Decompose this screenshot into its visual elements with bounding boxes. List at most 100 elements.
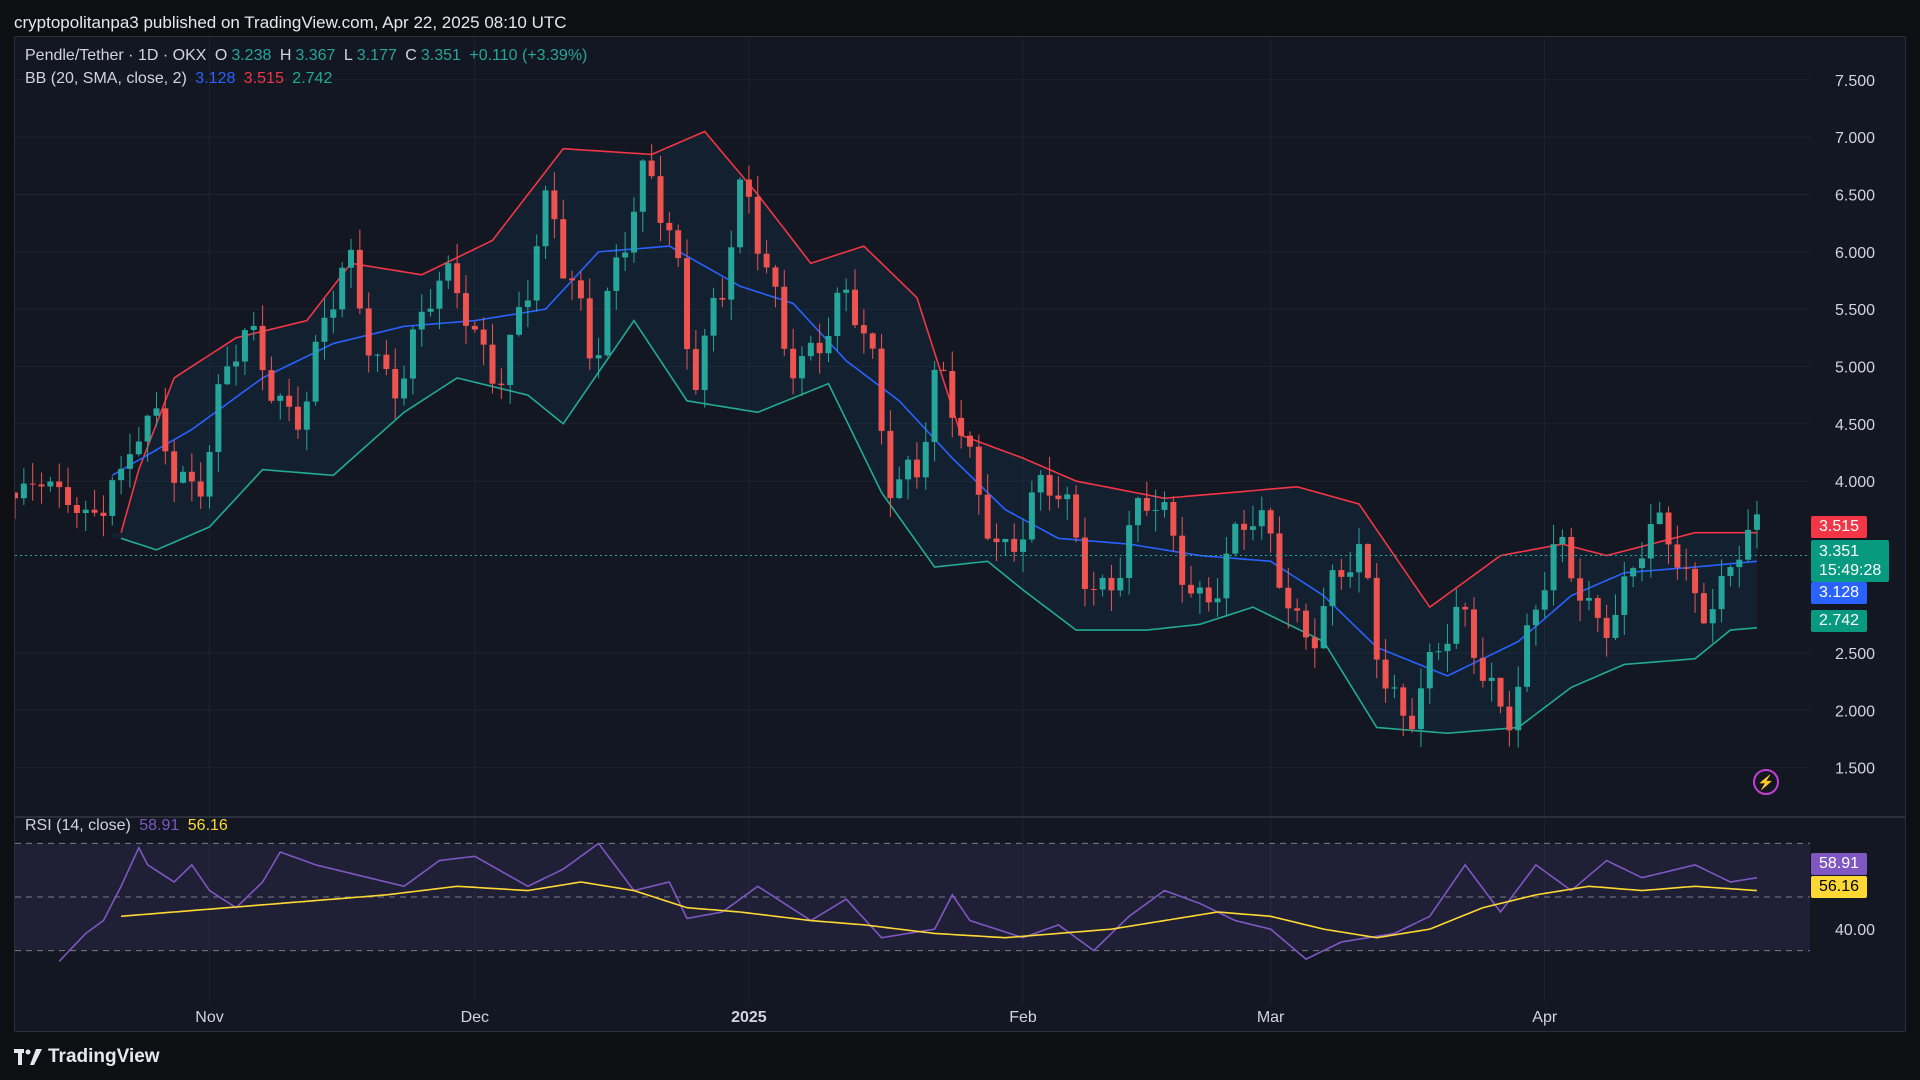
- candle-body: [905, 459, 912, 480]
- candle-body: [277, 395, 284, 401]
- candle-body: [401, 378, 408, 399]
- candle-body: [188, 471, 195, 482]
- lower-band-badge: 2.742: [1811, 610, 1868, 632]
- candle-body: [365, 308, 372, 356]
- candle-body: [613, 257, 620, 291]
- close-label: C: [405, 47, 417, 64]
- candle-body: [1736, 559, 1743, 568]
- candle-body: [1090, 589, 1097, 591]
- candle-body: [356, 249, 363, 309]
- price-chart-svg[interactable]: 7.500 7.000 6.500 6.000 5.500 5.000 4.500 4.000…: [15, 37, 1905, 1031]
- rsi-legend: RSI (14, close) 58.91 56.16: [25, 815, 232, 837]
- candle-body: [860, 325, 867, 334]
- candle-body: [790, 348, 797, 379]
- rsi-ma-badge: 56.16: [1811, 876, 1868, 898]
- candle-body: [551, 190, 558, 220]
- candle-body: [1532, 609, 1539, 626]
- candle-body: [1444, 643, 1451, 652]
- candle-body: [1577, 578, 1584, 601]
- candle-body: [1700, 593, 1707, 624]
- candle-body: [1241, 523, 1248, 530]
- candle-body: [1276, 533, 1283, 588]
- candle-body: [1285, 587, 1292, 609]
- y-tick-label: 6.000: [1835, 245, 1875, 262]
- candle-body: [82, 509, 89, 513]
- candle-body: [1683, 567, 1690, 569]
- candle-body: [126, 454, 133, 469]
- candle-body: [303, 401, 310, 430]
- chart-frame[interactable]: 7.500 7.000 6.500 6.000 5.500 5.000 4.500 4.000…: [14, 36, 1906, 1032]
- y-tick-label: 2.000: [1835, 703, 1875, 720]
- candle-body: [1249, 526, 1256, 530]
- candle-body: [604, 290, 611, 356]
- y-tick-label: 6.500: [1835, 188, 1875, 205]
- rsi-line: [58, 842, 1758, 962]
- candle-body: [524, 300, 531, 308]
- candle-body: [1099, 577, 1106, 590]
- candle-body: [1665, 512, 1672, 545]
- candle-body: [73, 504, 80, 513]
- candle-body: [1400, 687, 1407, 716]
- candle-body: [135, 441, 142, 455]
- candle-body: [878, 348, 885, 431]
- candle-body: [268, 370, 275, 401]
- candle-body: [489, 344, 496, 384]
- candle-body: [737, 179, 744, 248]
- candle-body: [975, 446, 982, 495]
- candle-body: [445, 263, 452, 281]
- candle-body: [1603, 617, 1610, 638]
- rsi-label: RSI (14, close): [25, 817, 131, 834]
- candle-body: [427, 308, 434, 312]
- candle-body: [931, 369, 938, 442]
- lightning-icon[interactable]: ⚡: [1753, 769, 1779, 795]
- candle-body: [1453, 606, 1460, 644]
- candle-body: [1745, 529, 1752, 560]
- candle-body: [1205, 587, 1212, 603]
- low-label: L: [343, 47, 353, 64]
- bb-basis-value: 3.128: [195, 70, 236, 87]
- bb-lower-value: 2.742: [292, 70, 333, 87]
- candle-body: [648, 160, 655, 177]
- upper-band-badge: 3.515: [1811, 516, 1868, 538]
- candle-body: [392, 369, 399, 399]
- y-tick-label: 1.500: [1835, 761, 1875, 778]
- candle-body: [462, 293, 469, 326]
- footer-brand[interactable]: TradingView: [14, 1044, 160, 1070]
- candle-body: [1028, 492, 1035, 540]
- candle-body: [1391, 687, 1398, 689]
- candle-body: [772, 267, 779, 287]
- bb-label: BB (20, SMA, close, 2): [25, 70, 187, 87]
- candle-body: [348, 249, 355, 268]
- candle-body: [869, 333, 876, 349]
- bb-lower-line: [120, 319, 1758, 735]
- candle-body: [684, 258, 691, 350]
- candle-body: [1179, 535, 1186, 585]
- candle-body: [622, 252, 629, 258]
- x-tick-label: Dec: [461, 1009, 489, 1026]
- candle-body: [1011, 538, 1018, 552]
- candle-body: [1479, 657, 1486, 681]
- candle-body: [630, 211, 637, 253]
- candle-body: [993, 538, 1000, 543]
- rsi-ma-value: 56.16: [187, 817, 228, 834]
- candle-body: [1214, 598, 1221, 603]
- x-tick-label: Feb: [1009, 1009, 1037, 1026]
- candle-body: [1064, 494, 1071, 500]
- candle-body: [1373, 577, 1380, 660]
- candle-body: [1117, 578, 1124, 591]
- open-label: O: [214, 47, 228, 64]
- candle-body: [1435, 651, 1442, 653]
- candle-body: [516, 307, 523, 335]
- candle-body: [1524, 625, 1531, 687]
- symbol-label: Pendle/Tether · 1D · OKX: [25, 47, 207, 64]
- candle-body: [1727, 567, 1734, 576]
- candle-body: [1568, 536, 1575, 579]
- candle-body: [896, 479, 903, 499]
- candle-body: [1506, 706, 1513, 731]
- high-value: 3.367: [295, 47, 336, 64]
- candle-body: [542, 190, 549, 247]
- candle-body: [1718, 575, 1725, 610]
- candle-body: [197, 481, 204, 497]
- candle-body: [1656, 512, 1663, 525]
- candle-body: [144, 415, 151, 442]
